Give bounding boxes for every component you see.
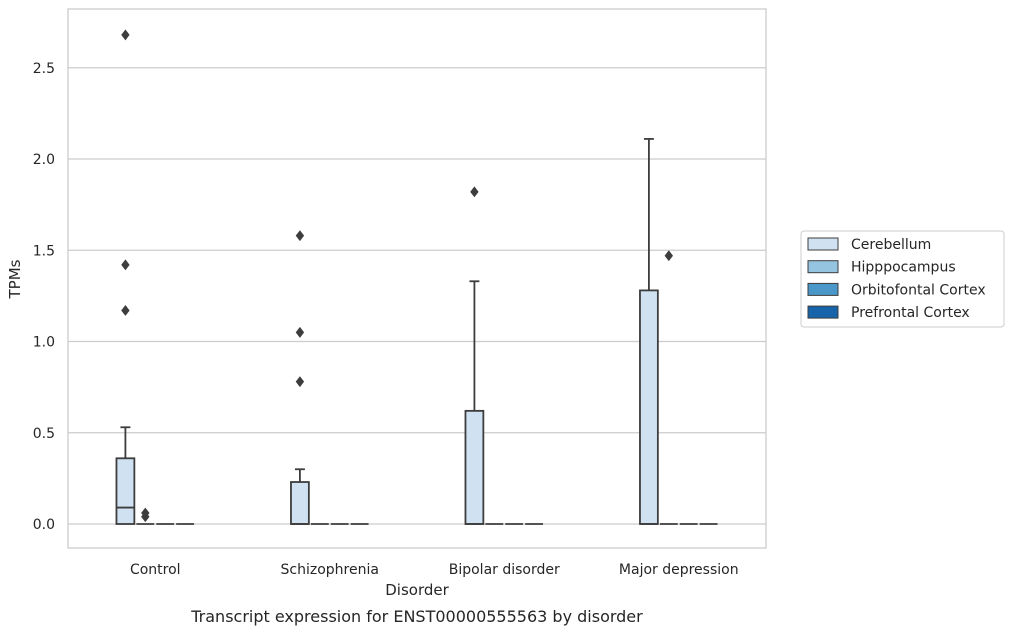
legend-entry-label: Orbitofontal Cortex (851, 282, 986, 298)
box-series (115, 29, 718, 525)
y-tick-label: 0.0 (33, 517, 55, 533)
legend-swatch (807, 282, 839, 296)
legend-swatch (807, 305, 839, 319)
box-body (290, 481, 310, 525)
box-hipppocampus (659, 250, 678, 525)
box-cerebellum (464, 186, 485, 525)
y-axis-label: TPMs (6, 259, 24, 299)
y-tick-label: 1.5 (33, 243, 55, 259)
y-tick-label: 2.5 (33, 61, 55, 77)
outlier-point (121, 29, 130, 41)
legend: Cerebellum Hipppocampus Orbitofontal Corte… (800, 230, 1005, 328)
chart-caption: Transcript expression for ENST0000055556… (190, 607, 643, 626)
outlier-point (121, 305, 130, 316)
box-cerebellum (115, 29, 136, 525)
box-cerebellum (639, 138, 659, 525)
x-tick-label: Major depression (619, 562, 739, 578)
legend-swatch (807, 237, 839, 251)
legend-swatch (807, 260, 839, 274)
plot-frame (67, 8, 767, 549)
outlier-point (295, 230, 305, 242)
y-tick-label: 2.0 (33, 152, 55, 168)
y-tick-label: 1.0 (33, 335, 55, 351)
box-cerebellum (290, 230, 310, 525)
x-axis-label: Disorder (385, 581, 449, 599)
outlier-point (664, 250, 674, 262)
legend-entry-label: Hipppocampus (851, 260, 956, 276)
outlier-point (295, 376, 305, 388)
outlier-point (470, 186, 479, 198)
legend-entry-label: Cerebellum (851, 237, 931, 253)
y-tick-label: 0.5 (33, 426, 55, 442)
legend-entry-label: Prefrontal Cortex (851, 305, 970, 321)
outlier-point (295, 326, 305, 338)
x-axis-ticks: Control Schizophrenia Bipolar disorder Majo… (130, 562, 739, 578)
grid-lines (68, 67, 766, 525)
box-body (115, 457, 136, 525)
outlier-point (141, 507, 150, 519)
y-axis-ticks: 0.0 0.5 1.0 1.5 2.0 2.5 (33, 61, 55, 533)
box-body (639, 289, 659, 525)
legend-frame (800, 230, 1005, 328)
box-hipppocampus (136, 507, 155, 525)
x-tick-label: Control (130, 562, 181, 578)
x-tick-label: Bipolar disorder (449, 562, 560, 578)
outlier-point (121, 259, 130, 271)
box-body (464, 409, 485, 525)
x-tick-label: Schizophrenia (281, 562, 379, 578)
